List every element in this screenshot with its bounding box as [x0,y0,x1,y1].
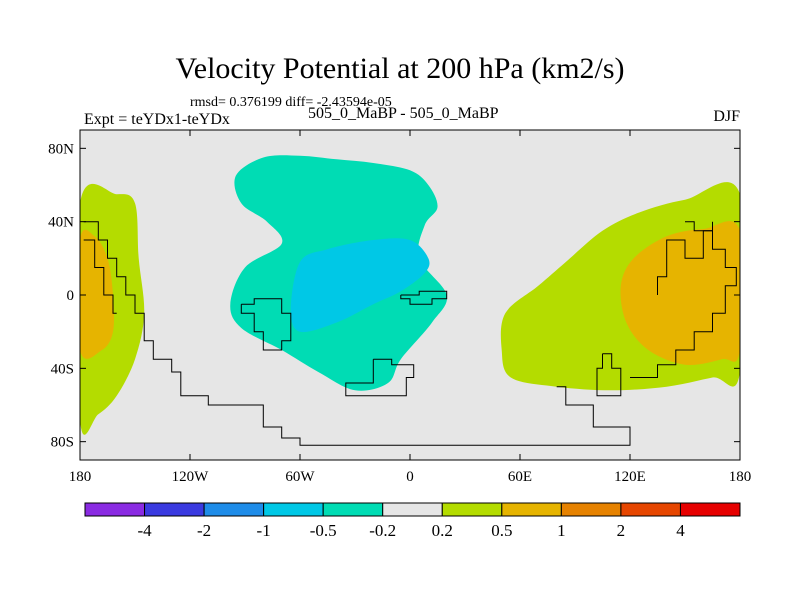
colorbar-label: -0.5 [310,521,337,540]
colorbar-swatch [322,502,384,517]
season-label: DJF [713,108,740,125]
contour-region-east-positive-core [620,221,740,365]
x-tick-label: 120E [614,469,646,485]
y-tick-label: 80S [51,435,74,451]
colorbar-label: 2 [617,521,626,540]
coastline-segment [596,353,622,397]
coastline-segment [83,221,631,446]
colorbar-swatch [203,502,265,517]
colorbar-swatch [84,502,146,517]
colorbar-label: -4 [137,521,152,540]
x-tick-label: 60W [285,469,315,485]
stats-label: rmsd= 0.376199 diff= -2.43594e-05 [190,95,392,110]
contour-region-west-positive-core [80,229,115,359]
chart-title: Velocity Potential at 200 hPa (km2/s) [175,52,625,85]
contour-region-central-negative-core [290,238,430,333]
colorbar-swatch [144,502,205,517]
y-tick-label: 40N [48,215,74,231]
colorbar-swatch [501,502,562,517]
colorbar-label: 0.5 [491,521,512,540]
x-tick-label: 0 [406,469,414,485]
coastline-segment [345,358,415,397]
x-tick-label: 60E [508,469,532,485]
colorbar-label: -0.2 [369,521,396,540]
coastline-segment [685,221,713,232]
case-label: 505_0_MaBP - 505_0_MaBP [308,105,499,122]
colorbar-label: 4 [676,521,685,540]
colorbar-swatch [679,502,741,517]
coastline-segment [400,290,448,305]
x-tick-label: 120W [172,469,210,485]
colorbar-label: 0.2 [432,521,453,540]
colorbar-label: -1 [257,521,271,540]
coastline-segment [83,239,117,314]
colorbar-swatch [263,502,324,517]
colorbar-swatch [620,502,681,517]
x-tick-label: 180 [729,469,752,485]
y-tick-label: 80N [48,141,74,157]
colorbar-label: 1 [557,521,566,540]
y-tick-label: 40S [51,361,74,377]
colorbar-swatch [382,502,443,517]
coastline-segment [240,298,292,351]
x-tick-label: 180 [69,469,92,485]
colorbar-label: -2 [197,521,211,540]
colorbar-swatch [560,502,622,517]
colorbar-swatch [441,502,503,517]
coastline-segment [630,230,737,378]
y-tick-label: 0 [67,288,75,304]
experiment-label: Expt = teYDx1-teYDx [84,111,230,128]
